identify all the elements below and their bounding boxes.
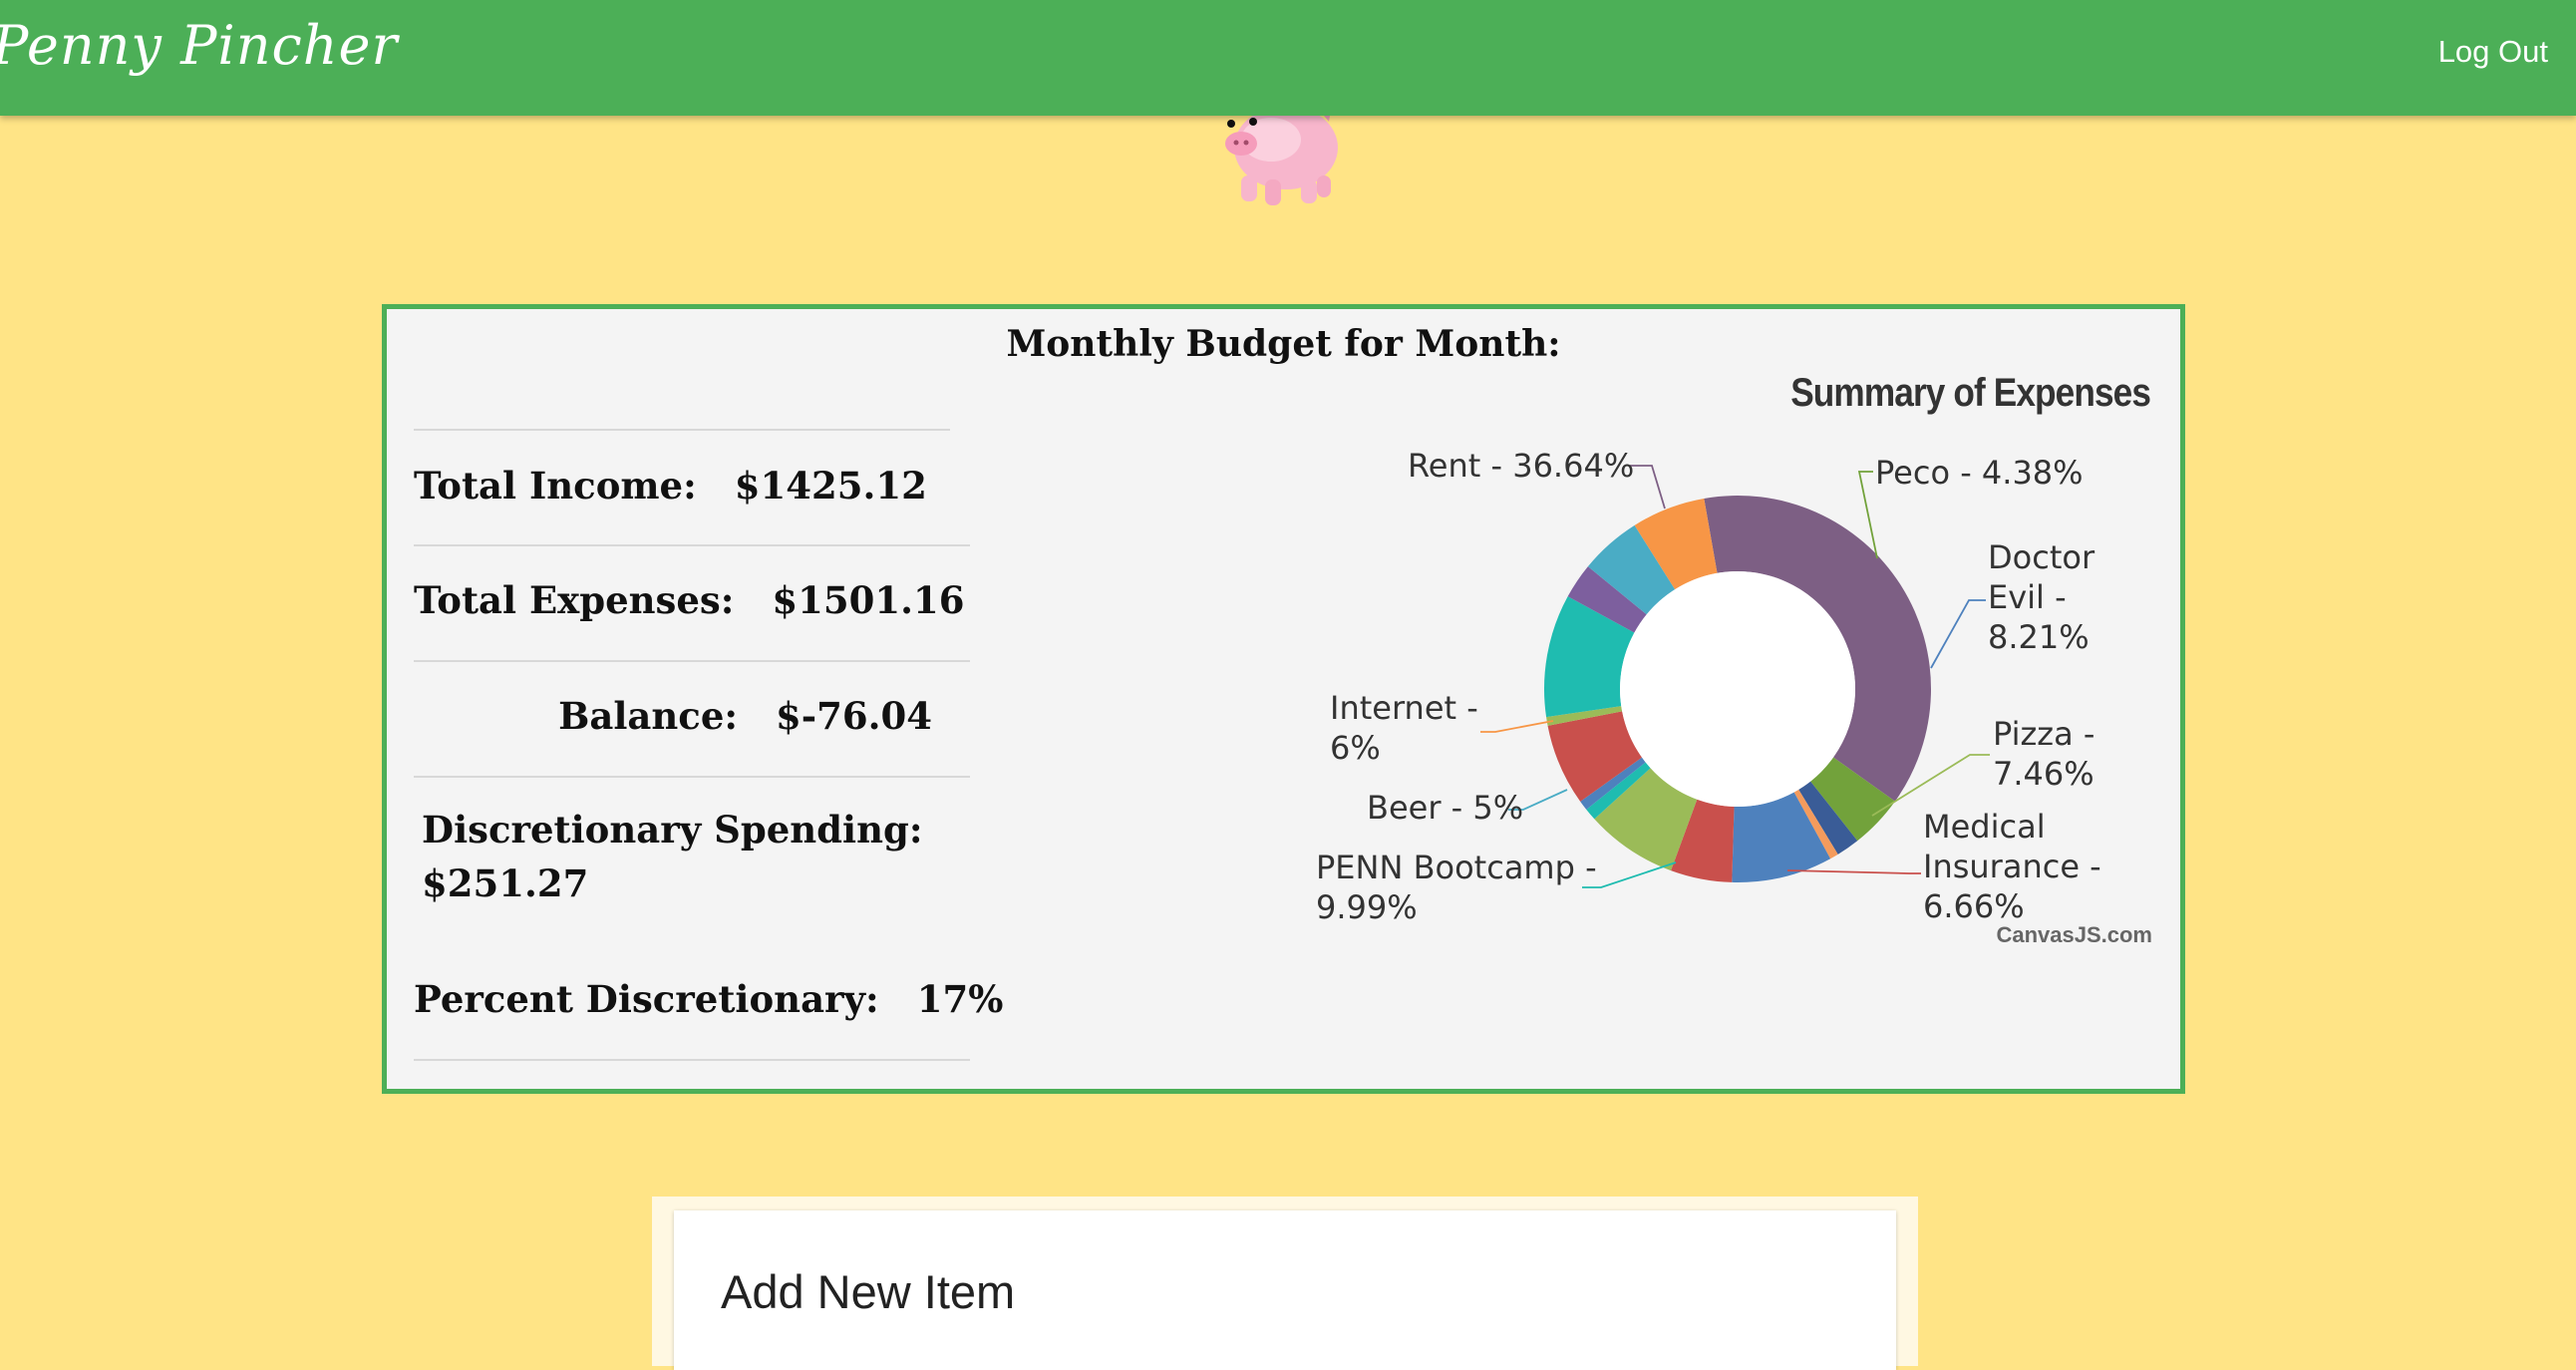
divider bbox=[414, 776, 970, 778]
leader-line-rent bbox=[1630, 465, 1666, 510]
pie-slice-0[interactable] bbox=[1704, 496, 1931, 802]
leader-line-medical bbox=[1786, 869, 1921, 874]
pie-slice-11[interactable] bbox=[1544, 596, 1635, 718]
divider bbox=[414, 1059, 970, 1061]
label-beer: Beer - 5% bbox=[1367, 789, 1523, 827]
pie-slice-10[interactable] bbox=[1546, 706, 1623, 726]
pie-slice-4[interactable] bbox=[1732, 792, 1831, 882]
total-income-value: $1425.12 bbox=[734, 464, 927, 508]
add-item-section: Add New Item bbox=[652, 1197, 1918, 1370]
expenses-donut-chart: Rent - 36.64% Peco - 4.38% Doctor Evil -… bbox=[1316, 447, 2101, 926]
add-item-card: Add New Item bbox=[674, 1210, 1896, 1370]
pie-slice-9[interactable] bbox=[1547, 711, 1643, 802]
chart-title: Summary of Expenses bbox=[1790, 371, 2151, 415]
leader-line-peco bbox=[1857, 471, 1878, 559]
label-internet-line2: 6% bbox=[1330, 729, 1381, 767]
divider bbox=[414, 429, 950, 431]
leader-line-internet bbox=[1480, 720, 1554, 733]
balance-row: Balance: $-76.04 bbox=[414, 694, 932, 738]
total-income-row: Total Income: $1425.12 bbox=[414, 464, 927, 508]
total-expenses-label: Total Expenses: bbox=[414, 578, 735, 622]
label-peco: Peco - 4.38% bbox=[1875, 454, 2084, 492]
pie-slice-6[interactable] bbox=[1594, 768, 1698, 871]
navbar: Penny Pincher Log Out bbox=[0, 0, 2576, 116]
label-medical-line2: Insurance - bbox=[1923, 848, 2101, 885]
pie-slice-5[interactable] bbox=[1671, 799, 1735, 882]
logout-link[interactable]: Log Out bbox=[2437, 34, 2548, 69]
label-penn-line2: 9.99% bbox=[1316, 888, 1418, 926]
budget-summary-card: Monthly Budget for Month: Total Income: $… bbox=[382, 304, 2185, 1094]
pie-slice-2[interactable] bbox=[1798, 781, 1858, 855]
label-rent: Rent - 36.64% bbox=[1408, 447, 1634, 485]
leader-line-beer bbox=[1508, 789, 1568, 811]
label-medical-line1: Medical bbox=[1923, 808, 2046, 846]
total-expenses-row: Total Expenses: $1501.16 bbox=[414, 578, 965, 622]
percent-discretionary-row: Percent Discretionary: 17% bbox=[414, 977, 1003, 1021]
pie-slice-14[interactable] bbox=[1634, 498, 1718, 590]
divider bbox=[414, 660, 970, 662]
pie-slice-3[interactable] bbox=[1793, 789, 1838, 859]
add-item-title: Add New Item bbox=[721, 1265, 1016, 1318]
total-income-label: Total Income: bbox=[414, 464, 697, 508]
pie-slice-12[interactable] bbox=[1567, 566, 1647, 633]
label-penn-line1: PENN Bootcamp - bbox=[1316, 849, 1597, 886]
leader-line-pizza bbox=[1871, 754, 1990, 817]
label-pizza-line2: 7.46% bbox=[1993, 755, 2094, 793]
discretionary-label: Discretionary Spending: bbox=[422, 808, 923, 852]
discretionary-value: $251.27 bbox=[422, 861, 589, 905]
total-expenses-value: $1501.16 bbox=[772, 578, 965, 622]
label-doctor-line3: 8.21% bbox=[1988, 618, 2090, 656]
divider bbox=[414, 544, 970, 546]
chart-credit-link[interactable]: CanvasJS.com bbox=[1996, 922, 2152, 947]
balance-label: Balance: bbox=[558, 694, 739, 738]
label-pizza-line1: Pizza - bbox=[1993, 715, 2094, 753]
balance-value: $-76.04 bbox=[776, 694, 932, 738]
pie-slice-7[interactable] bbox=[1586, 762, 1651, 820]
brand-logo[interactable]: Penny Pincher bbox=[0, 14, 399, 77]
leader-line-penn bbox=[1582, 861, 1677, 888]
label-medical-line3: 6.66% bbox=[1923, 887, 2025, 925]
pie-slice-13[interactable] bbox=[1587, 524, 1676, 615]
pie-slice-1[interactable] bbox=[1810, 757, 1895, 842]
budget-title: Monthly Budget for Month: bbox=[1006, 323, 1561, 365]
percent-discretionary-value: 17% bbox=[916, 977, 1004, 1021]
label-doctor-line1: Doctor bbox=[1988, 538, 2095, 576]
pie-slice-8[interactable] bbox=[1580, 757, 1646, 810]
label-doctor-line2: Evil - bbox=[1988, 578, 2067, 616]
leader-line-doctor bbox=[1930, 599, 1986, 669]
percent-discretionary-label: Percent Discretionary: bbox=[414, 977, 879, 1021]
donut-hole bbox=[1620, 571, 1855, 807]
label-internet-line1: Internet - bbox=[1330, 689, 1478, 727]
